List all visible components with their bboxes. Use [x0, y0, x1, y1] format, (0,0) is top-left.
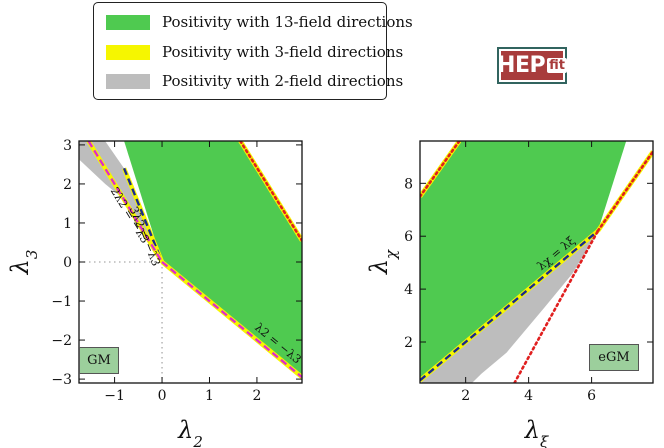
y-tick-label: −2: [51, 333, 72, 349]
legend: Positivity with 13-field directions Posi…: [93, 2, 413, 100]
region-13-field-1: [124, 141, 302, 378]
y-tick-label: 1: [63, 216, 72, 232]
boundary-line-2-2: [596, 150, 653, 233]
badge-gm: GM: [79, 347, 119, 374]
y-tick-label: 2: [404, 335, 413, 351]
boundary-line-1-3: [239, 141, 302, 242]
x-tick-label: 6: [587, 388, 596, 404]
legend-label: Positivity with 13-field directions: [162, 13, 413, 31]
x-tick-label: 1: [205, 388, 214, 404]
boundary-line-1-1: [87, 141, 164, 263]
legend-label: Positivity with 3-field directions: [162, 43, 404, 61]
y-tick-label: 3: [63, 138, 72, 154]
region-13-field-2: [420, 141, 627, 381]
x-axis-label-2: λξ: [524, 416, 549, 448]
x-tick-label: 2: [461, 388, 470, 404]
legend-item: Positivity with 3-field directions: [106, 41, 403, 63]
y-tick-label: 2: [63, 177, 72, 193]
axes-frame-2: [419, 140, 654, 384]
boundary-line-2-3: [513, 229, 600, 383]
y-tick-label: 6: [404, 229, 413, 245]
boundary-line-2-1: [420, 141, 461, 198]
badge-egm: eGM: [589, 344, 639, 371]
logo-sub-text: fit: [547, 58, 567, 73]
y-axis-label-2: λχ: [365, 249, 400, 275]
x-axis-label-1: λ2: [177, 416, 203, 448]
y-tick-label: 0: [63, 255, 72, 271]
legend-swatch-yellow: [106, 44, 150, 60]
plot-area-2: [420, 141, 653, 383]
boundary-line-1-0: [122, 167, 164, 263]
boundary-line-2-0: [420, 230, 599, 382]
y-tick-label: −1: [51, 294, 72, 310]
y-tick-label: −3: [51, 372, 72, 388]
y-tick-label: 4: [404, 282, 413, 298]
legend-item: Positivity with 13-field directions: [106, 11, 413, 33]
x-tick-label: −1: [104, 388, 125, 404]
legend-item: Positivity with 2-field directions: [106, 70, 403, 92]
legend-swatch-green: [106, 14, 150, 30]
y-axis-label-1: λ3: [6, 250, 41, 276]
legend-label: Positivity with 2-field directions: [162, 72, 404, 90]
region-2-field-1: [79, 141, 163, 262]
y-tick-label: 8: [404, 176, 413, 192]
x-tick-label: 2: [252, 388, 261, 404]
x-tick-label: 0: [158, 388, 167, 404]
legend-swatch-gray: [106, 73, 150, 89]
hepfit-logo: HEP fit: [497, 47, 567, 84]
plot-area-1: [79, 141, 302, 383]
boundary-line-1-2: [161, 261, 302, 379]
x-tick-label: 4: [524, 388, 533, 404]
logo-main-text: HEP: [497, 53, 546, 78]
